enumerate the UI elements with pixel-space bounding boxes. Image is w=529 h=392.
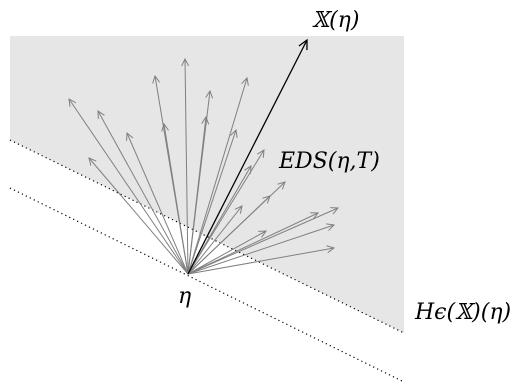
gray-arrow xyxy=(181,57,190,275)
gray-arrow xyxy=(187,195,271,275)
gray-arrow xyxy=(187,76,249,275)
gray-arrow xyxy=(68,98,189,275)
upper-dotted-line xyxy=(9,139,405,334)
shaded-region xyxy=(10,36,404,333)
label-eds: EDS(η,T) xyxy=(278,149,380,174)
gray-arrow xyxy=(97,110,189,275)
main-vector-arrow xyxy=(187,38,308,275)
gray-arrow xyxy=(187,212,320,275)
label-eta: η xyxy=(178,284,191,309)
gray-arrow xyxy=(187,245,336,275)
gray-arrows xyxy=(68,57,340,275)
label-h-epsilon: Hϵ(𝕏)(η) xyxy=(414,300,511,325)
gray-arrow xyxy=(187,128,238,275)
label-x-eta: 𝕏(η) xyxy=(312,8,359,33)
gray-arrow xyxy=(161,122,189,275)
gray-arrow xyxy=(126,131,189,275)
gray-arrow xyxy=(187,205,243,275)
gray-arrow xyxy=(187,165,252,275)
lower-dotted-line xyxy=(9,187,405,383)
gray-arrow xyxy=(187,230,267,275)
gray-arrow xyxy=(187,223,336,275)
gray-arrow xyxy=(187,115,210,275)
gray-arrow xyxy=(88,157,189,275)
